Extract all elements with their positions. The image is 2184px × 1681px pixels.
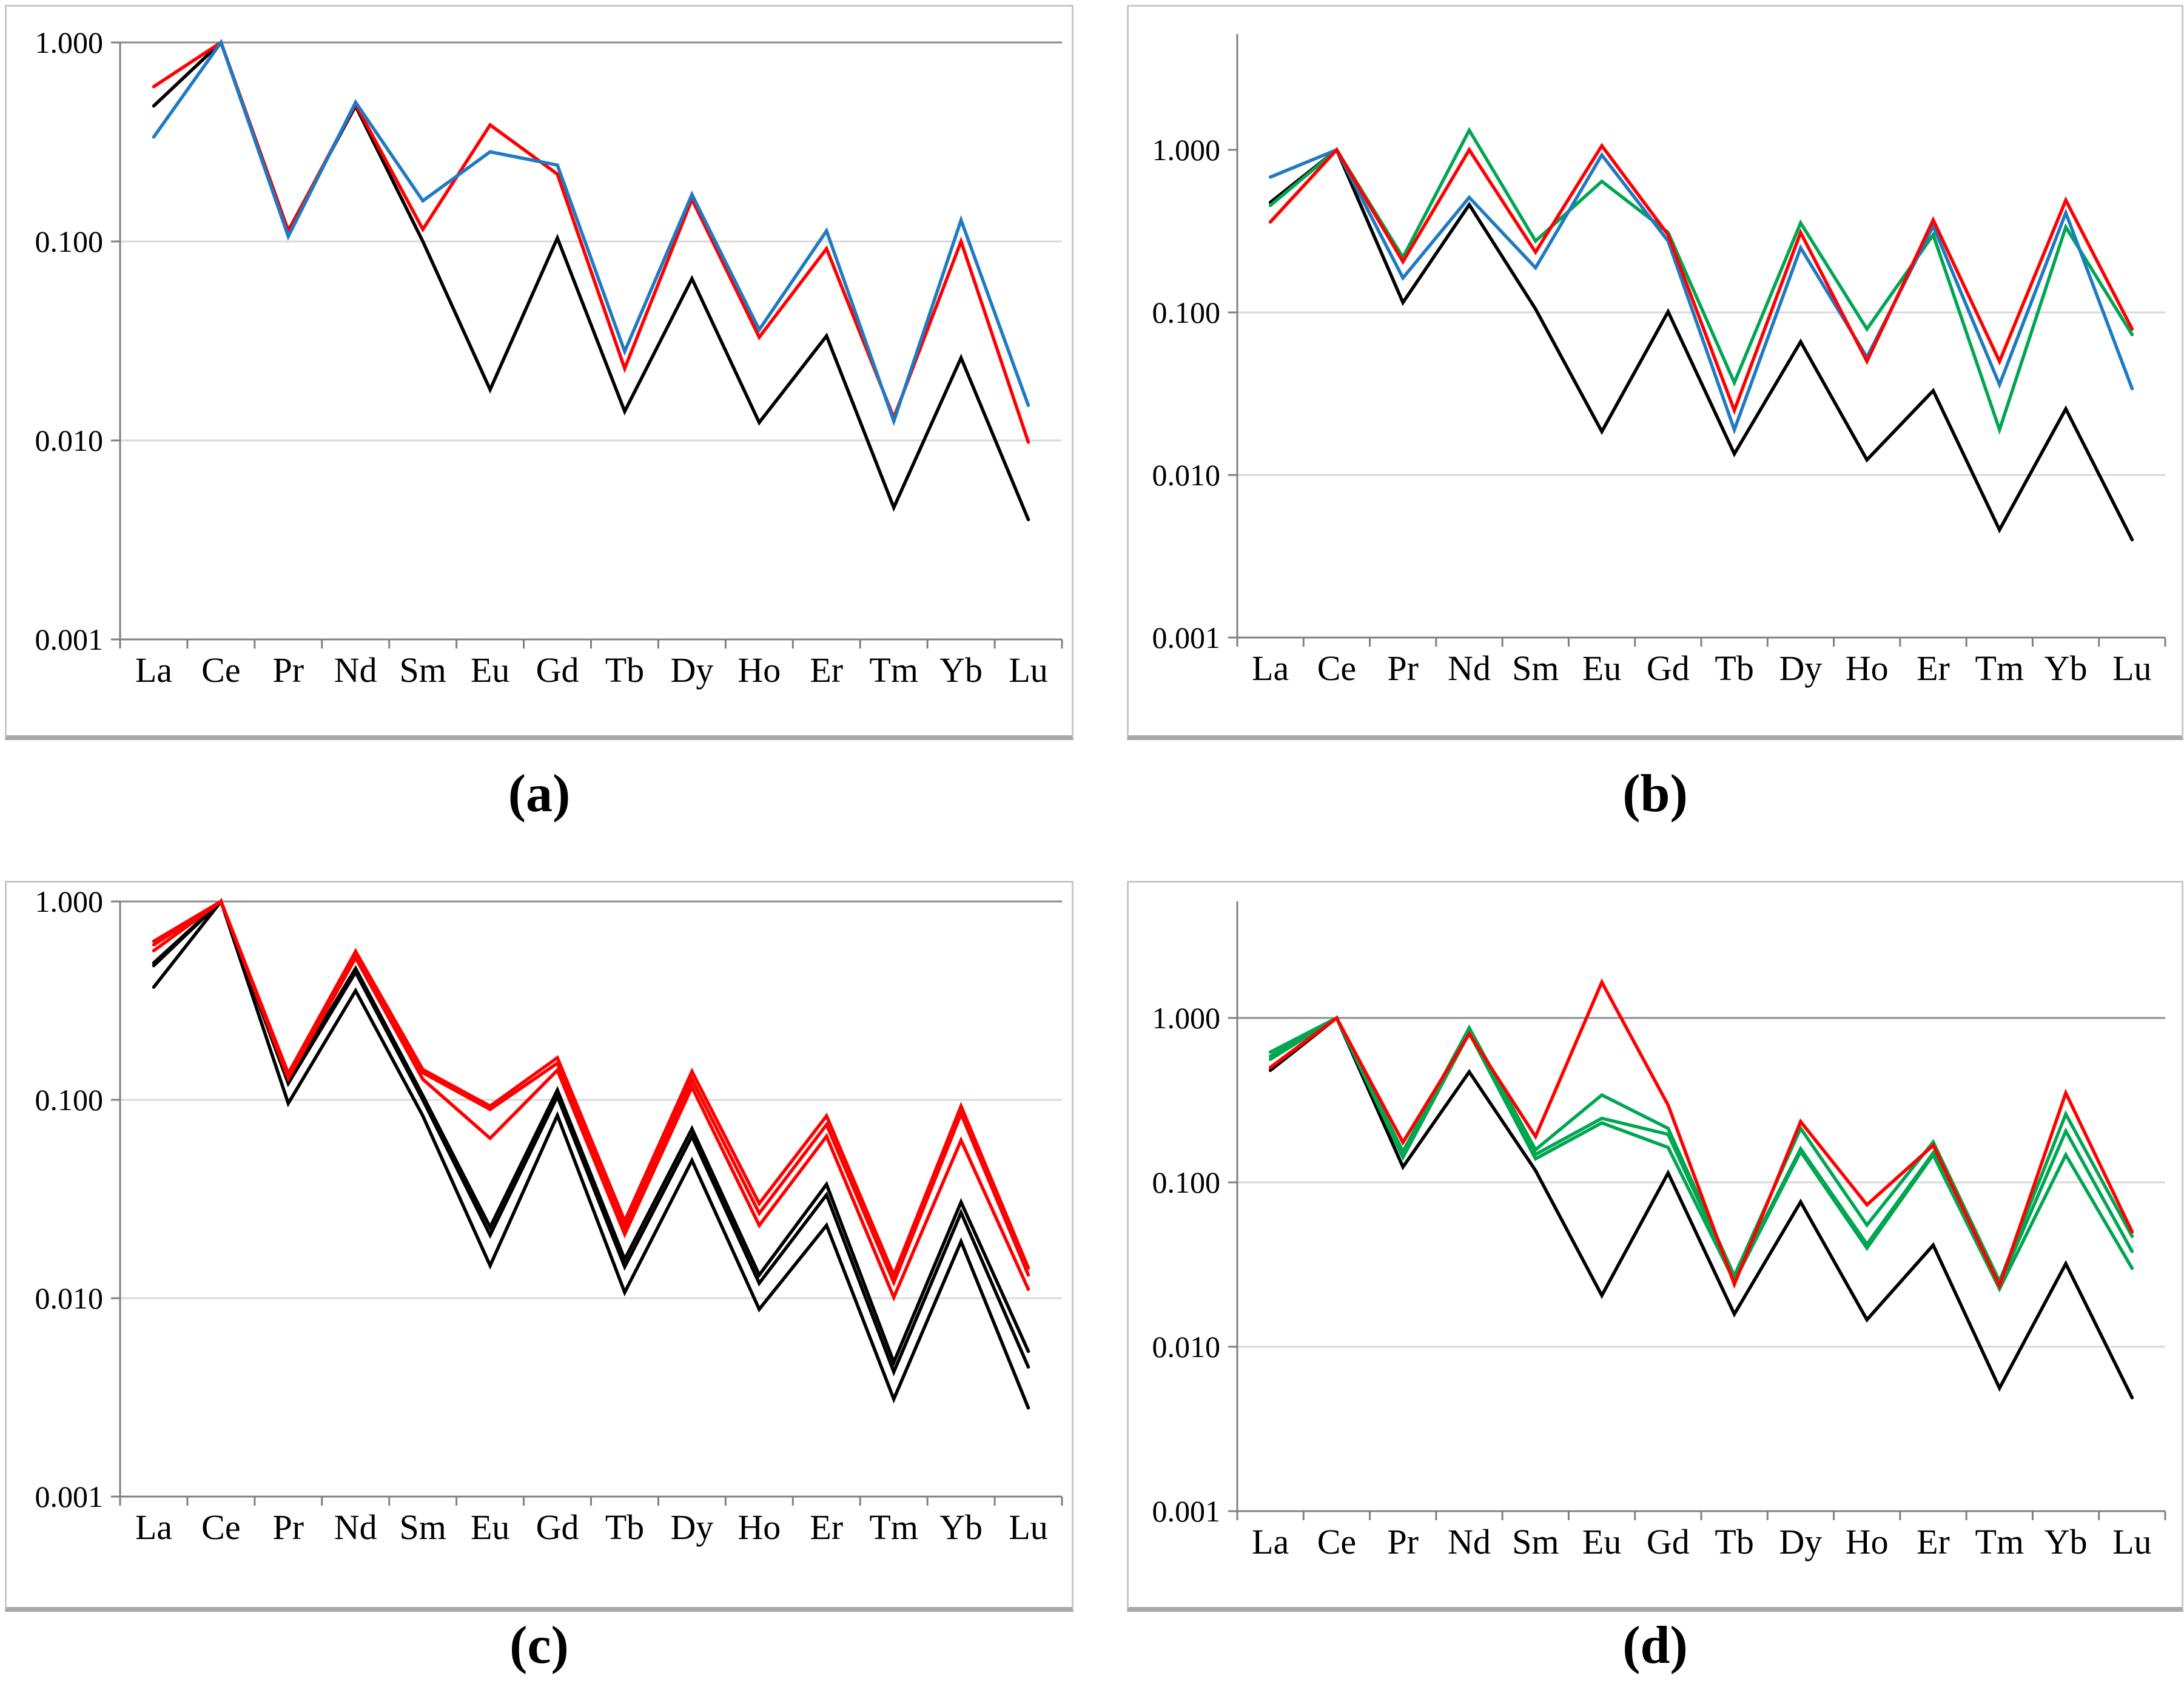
y-axis-label: 0.001 (1152, 621, 1221, 655)
series-green-line (1268, 127, 2134, 435)
panel-c: 1.000 0.100 0.010 0.001 La Ce Pr Nd Sm Eu Gd Tb Dy Ho… (5, 881, 1074, 1612)
x-axis-label: Eu (471, 650, 509, 690)
series-black-line (1268, 147, 2134, 542)
x-axis-label: Yb (2045, 648, 2088, 688)
x-axis-label: Ho (738, 650, 781, 690)
y-axis-label: 0.010 (1152, 458, 1221, 492)
series-green-line-1 (1268, 1016, 2134, 1286)
series-green-line-3 (1268, 1016, 2134, 1293)
x-axis-label: Lu (2112, 648, 2151, 688)
y-axis-label: 0.001 (1152, 1494, 1221, 1528)
y-axis-label: 1.000 (35, 884, 104, 918)
series-red-line (1268, 978, 2134, 1290)
x-axis-label: Tb (605, 650, 644, 690)
x-axis-label: Pr (273, 1508, 304, 1547)
x-axis-label: La (135, 1508, 172, 1547)
x-axis-label: Tb (1715, 1522, 1753, 1561)
x-axis-label: Gd (1647, 648, 1690, 688)
y-axis-label: 0.010 (35, 423, 104, 457)
x-axis-label: Ce (201, 650, 240, 690)
x-axis-label: Dy (670, 650, 713, 690)
x-axis-label: Sm (399, 1508, 446, 1547)
chart-d: 1.000 0.100 0.010 0.001 La Ce Pr Nd Sm Eu Gd Tb Dy Ho… (1152, 901, 2166, 1561)
x-axis-label: Sm (399, 650, 446, 690)
y-axis-label: 0.100 (35, 224, 104, 258)
x-axis-label: Dy (1779, 1522, 1822, 1561)
series-blue-line (1268, 147, 2134, 435)
x-axis-label: Ce (1317, 1522, 1356, 1561)
x-axis-label: Lu (1009, 650, 1047, 690)
x-axis-label: Er (810, 650, 843, 690)
x-axis-label: Pr (1387, 648, 1419, 688)
y-axis-label: 1.000 (1152, 133, 1221, 167)
x-axis-label: Sm (1512, 1522, 1559, 1561)
x-axis-label: Er (810, 1508, 843, 1547)
x-axis-label: Er (1917, 1522, 1950, 1561)
series-black-line-3 (152, 898, 1030, 1410)
x-axis-label: Ho (1846, 648, 1889, 688)
y-axis-label: 0.100 (35, 1083, 104, 1117)
x-axis-label: Er (1917, 648, 1950, 688)
caption-a: (a) (508, 764, 571, 823)
x-axis-label: Nd (334, 1508, 377, 1547)
panel-a: 1.000 0.100 0.010 0.001 La Ce Pr Nd Sm Eu Gd Tb Dy Ho… (5, 5, 1074, 740)
series-black-line (1268, 1015, 2134, 1400)
x-axis-label: Pr (1387, 1522, 1419, 1561)
series-black-line (152, 39, 1030, 522)
y-axis-label: 1.000 (35, 25, 104, 59)
y-axis-label: 0.010 (35, 1281, 104, 1315)
x-axis-label: Gd (536, 1508, 579, 1547)
x-axis-label: Eu (1582, 648, 1621, 688)
x-axis-label: Tb (605, 1508, 644, 1547)
series-red-line (1268, 143, 2134, 416)
x-axis-label: Tm (1975, 648, 2024, 688)
x-axis-label: Tm (869, 1508, 918, 1547)
x-axis-label: Nd (1448, 648, 1491, 688)
x-axis-label: La (1252, 1522, 1289, 1561)
series-black-line-2 (152, 898, 1030, 1376)
x-axis-label: Pr (273, 650, 304, 690)
x-axis-label: Sm (1512, 648, 1559, 688)
y-axis-label: 0.100 (1152, 1165, 1221, 1199)
y-axis-label: 1.000 (1152, 1001, 1221, 1035)
x-axis-label: Eu (471, 1508, 509, 1547)
x-axis-label: Tm (1975, 1522, 2024, 1561)
x-axis-label: Dy (1779, 648, 1822, 688)
x-axis-label: Gd (536, 650, 579, 690)
chart-b: 1.000 0.100 0.010 0.001 La Ce Pr Nd Sm Eu Gd Tb Dy Ho… (1152, 34, 2166, 688)
caption-c: (c) (509, 1616, 569, 1675)
series-blue-line (152, 39, 1030, 426)
x-axis-label: Ho (738, 1508, 781, 1547)
x-axis-label: Ce (201, 1508, 240, 1547)
x-axis-label: Ce (1317, 648, 1356, 688)
caption-d: (d) (1622, 1616, 1688, 1675)
x-axis-label: Gd (1647, 1522, 1690, 1561)
y-axis-label: 0.010 (1152, 1330, 1221, 1364)
chart-c: 1.000 0.100 0.010 0.001 La Ce Pr Nd Sm Eu Gd Tb Dy Ho… (35, 884, 1063, 1547)
x-axis-label: Nd (1448, 1522, 1491, 1561)
y-axis-label: 0.100 (1152, 295, 1221, 329)
x-axis-label: Yb (939, 650, 983, 690)
x-axis-label: Eu (1582, 1522, 1621, 1561)
x-axis-label: Yb (939, 1508, 983, 1547)
x-axis-label: Yb (2045, 1522, 2088, 1561)
panel-d: 1.000 0.100 0.010 0.001 La Ce Pr Nd Sm Eu Gd Tb Dy Ho… (1127, 881, 2183, 1612)
x-axis-label: La (135, 650, 172, 690)
x-axis-label: Nd (334, 650, 377, 690)
panel-b: 1.000 0.100 0.010 0.001 La Ce Pr Nd Sm Eu Gd Tb Dy Ho… (1127, 5, 2183, 740)
x-axis-label: Dy (670, 1508, 713, 1547)
x-axis-label: Tb (1715, 648, 1753, 688)
x-axis-label: Lu (1009, 1508, 1047, 1547)
x-axis-label: Tm (869, 650, 918, 690)
chart-a: 1.000 0.100 0.010 0.001 La Ce Pr Nd Sm Eu Gd Tb Dy Ho… (35, 25, 1063, 690)
caption-b: (b) (1622, 764, 1688, 823)
y-axis-label: 0.001 (35, 622, 104, 656)
series-red-line-3 (152, 898, 1030, 1302)
x-axis-label: Lu (2112, 1522, 2151, 1561)
y-axis-label: 0.001 (35, 1480, 104, 1514)
x-axis-label: Ho (1846, 1522, 1889, 1561)
x-axis-label: La (1252, 648, 1289, 688)
